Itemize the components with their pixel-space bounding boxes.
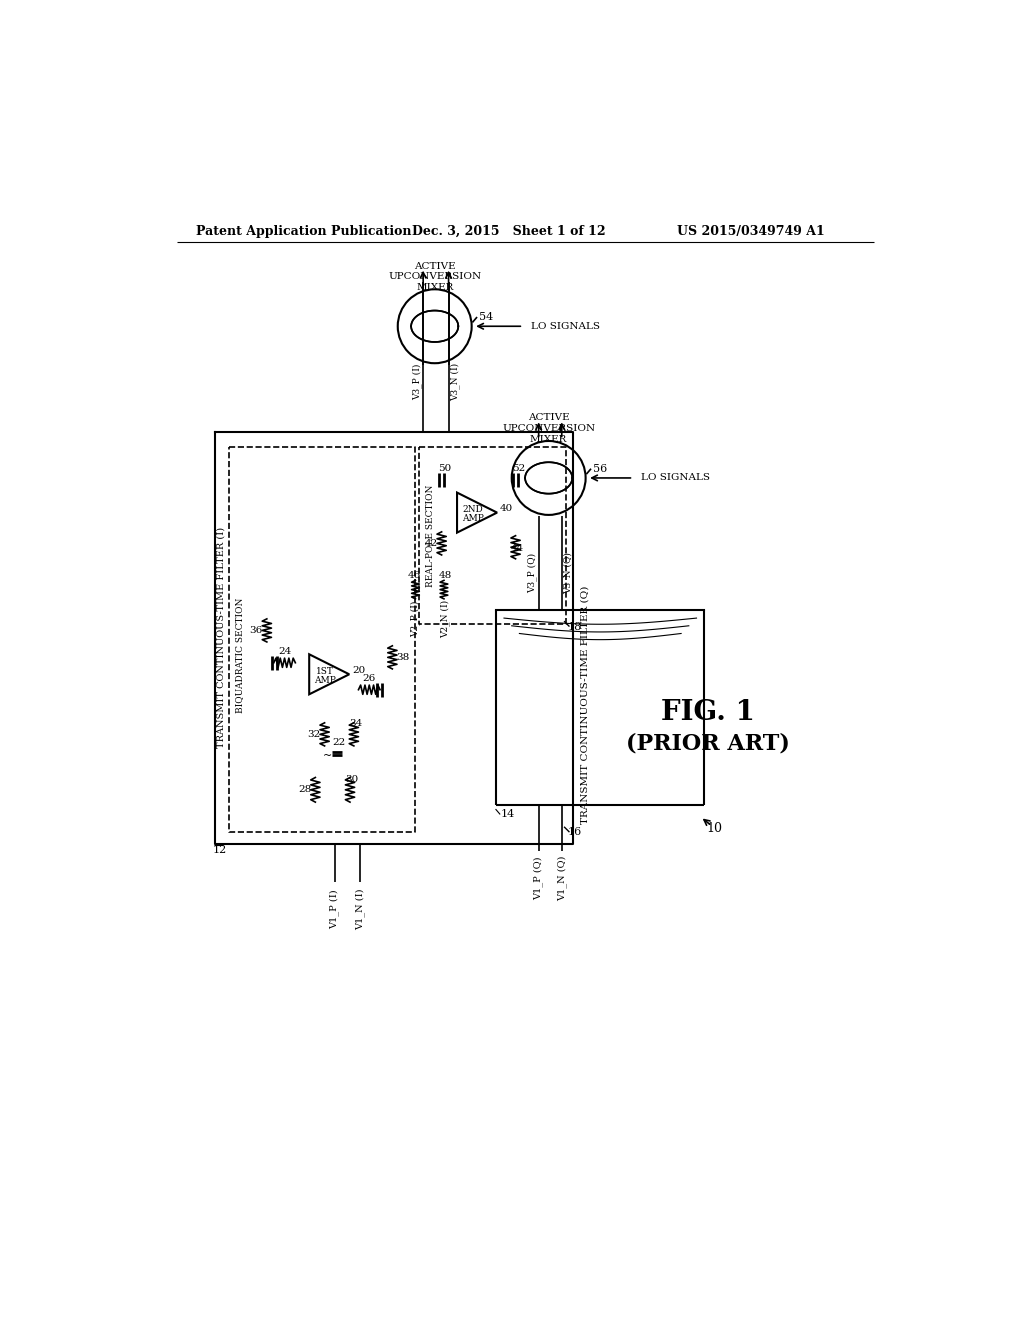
- Text: UPCONVERSION: UPCONVERSION: [388, 272, 481, 281]
- Text: 1ST: 1ST: [316, 667, 334, 676]
- Text: 46: 46: [408, 572, 421, 581]
- Text: REAL-POLE SECTION: REAL-POLE SECTION: [426, 484, 435, 587]
- Text: TRANSMIT CONTINUOUS-TIME FILTER (I): TRANSMIT CONTINUOUS-TIME FILTER (I): [217, 527, 226, 748]
- Text: 34: 34: [349, 719, 362, 729]
- Text: 18: 18: [567, 622, 582, 631]
- Text: 28: 28: [298, 785, 311, 795]
- Text: 38: 38: [396, 653, 410, 661]
- Text: 48: 48: [439, 572, 453, 581]
- Text: 20: 20: [352, 667, 366, 675]
- Text: LO SIGNALS: LO SIGNALS: [531, 322, 600, 331]
- Text: V1_P (I): V1_P (I): [330, 890, 340, 929]
- Text: 12: 12: [213, 845, 227, 855]
- Text: AMP: AMP: [462, 515, 484, 523]
- Text: 24: 24: [278, 648, 291, 656]
- Text: V3_N (Q): V3_N (Q): [563, 552, 573, 594]
- Text: V1_N (I): V1_N (I): [355, 888, 365, 929]
- Text: 54: 54: [478, 312, 493, 322]
- Text: MIXER: MIXER: [416, 284, 454, 292]
- Text: UPCONVERSION: UPCONVERSION: [502, 424, 595, 433]
- Text: ACTIVE: ACTIVE: [527, 413, 569, 422]
- Text: V3_P (I): V3_P (I): [412, 363, 422, 400]
- Text: 26: 26: [362, 675, 376, 684]
- Text: (PRIOR ART): (PRIOR ART): [626, 733, 790, 755]
- Text: TRANSMIT CONTINUOUS-TIME FILTER (Q): TRANSMIT CONTINUOUS-TIME FILTER (Q): [581, 586, 590, 824]
- Text: 30: 30: [345, 775, 358, 784]
- Text: V1_N (Q): V1_N (Q): [557, 855, 566, 902]
- Text: FIG. 1: FIG. 1: [662, 700, 755, 726]
- Text: 50: 50: [438, 465, 452, 473]
- Text: V2_N (I): V2_N (I): [440, 599, 450, 638]
- Text: 22: 22: [332, 738, 345, 747]
- Text: 36: 36: [250, 626, 263, 635]
- Text: 14: 14: [501, 809, 515, 820]
- Text: Patent Application Publication: Patent Application Publication: [196, 224, 412, 238]
- Text: ACTIVE: ACTIVE: [414, 261, 456, 271]
- Text: 44: 44: [511, 544, 523, 553]
- Text: Dec. 3, 2015   Sheet 1 of 12: Dec. 3, 2015 Sheet 1 of 12: [412, 224, 605, 238]
- Text: ~: ~: [323, 751, 333, 760]
- Text: 56: 56: [593, 463, 607, 474]
- Text: V1_P (Q): V1_P (Q): [534, 857, 544, 900]
- Text: V2_P (I): V2_P (I): [411, 601, 421, 638]
- Text: 2ND: 2ND: [463, 506, 483, 513]
- Text: US 2015/0349749 A1: US 2015/0349749 A1: [677, 224, 825, 238]
- Text: V3_P (Q): V3_P (Q): [527, 553, 538, 593]
- Text: V3_N (I): V3_N (I): [451, 363, 460, 401]
- Text: 52: 52: [512, 465, 525, 473]
- Text: 42: 42: [424, 539, 437, 548]
- Text: 40: 40: [500, 504, 513, 513]
- Text: MIXER: MIXER: [530, 436, 567, 444]
- Text: 16: 16: [567, 828, 582, 837]
- Text: 32: 32: [307, 730, 321, 739]
- Text: LO SIGNALS: LO SIGNALS: [641, 474, 710, 482]
- Text: 10: 10: [707, 822, 723, 834]
- Text: AMP: AMP: [314, 676, 336, 685]
- Text: BIQUADRATIC SECTION: BIQUADRATIC SECTION: [236, 598, 245, 713]
